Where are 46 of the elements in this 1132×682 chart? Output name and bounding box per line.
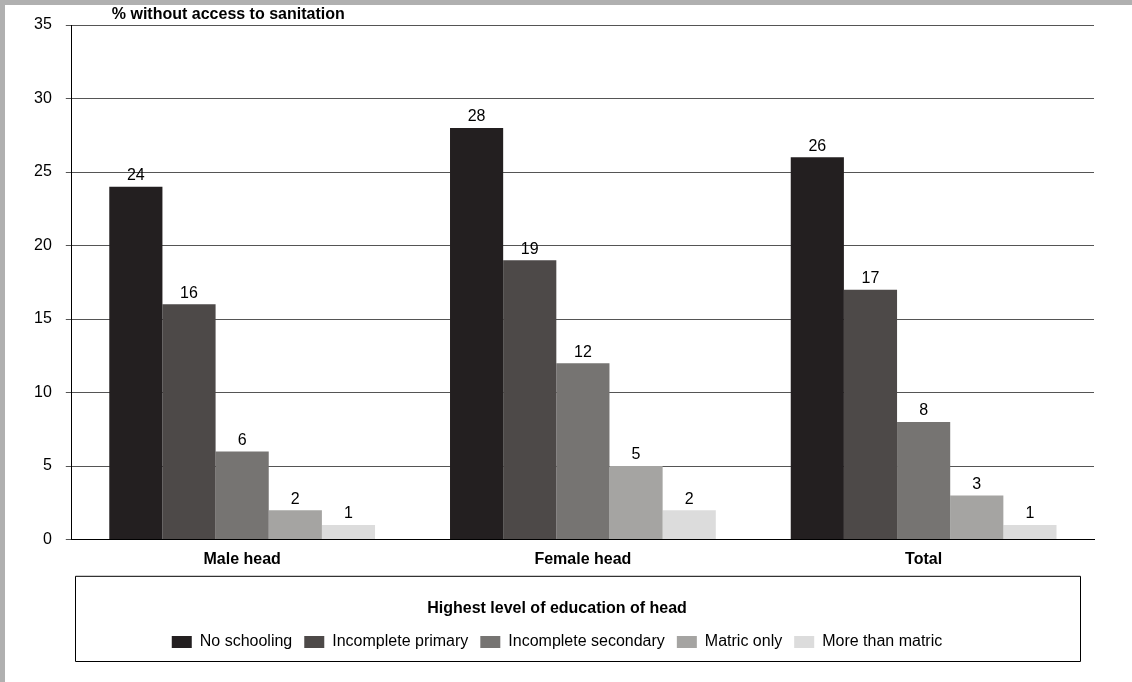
y-axis-title: % without access to sanitation bbox=[111, 5, 345, 23]
data-label: 2 bbox=[684, 489, 694, 507]
legend-label: Matric only bbox=[704, 632, 783, 650]
x-tick-label: Total bbox=[905, 549, 943, 567]
bar bbox=[790, 157, 844, 540]
bar bbox=[162, 304, 216, 540]
data-label: 2 bbox=[290, 489, 300, 507]
data-label: 1 bbox=[344, 504, 354, 522]
bar bbox=[268, 510, 322, 540]
bar bbox=[950, 495, 1004, 540]
data-label: 26 bbox=[808, 136, 827, 154]
y-tick-label: 0 bbox=[42, 530, 52, 548]
bar bbox=[609, 466, 663, 540]
y-tick-label: 5 bbox=[42, 456, 52, 474]
bar bbox=[450, 127, 504, 540]
data-label: 6 bbox=[237, 430, 247, 448]
bar bbox=[321, 524, 376, 540]
y-tick-label: 25 bbox=[34, 162, 52, 180]
legend-label: More than matric bbox=[822, 632, 943, 650]
legend-label: No schooling bbox=[199, 632, 293, 650]
y-tick-label: 10 bbox=[34, 382, 52, 400]
bar bbox=[1003, 524, 1057, 540]
data-label: 8 bbox=[919, 401, 929, 419]
data-label: 16 bbox=[180, 283, 199, 301]
y-tick-label: 30 bbox=[34, 88, 52, 106]
bar bbox=[897, 421, 951, 540]
data-label: 1 bbox=[1025, 504, 1035, 522]
y-tick-label: 15 bbox=[34, 309, 52, 327]
y-tick-label: 35 bbox=[34, 15, 52, 33]
bar bbox=[556, 363, 610, 540]
legend-title: Highest level of education of head bbox=[427, 599, 687, 617]
x-tick-label: Male head bbox=[203, 549, 281, 567]
data-label: 5 bbox=[631, 445, 641, 463]
bar bbox=[503, 260, 557, 540]
bar bbox=[109, 186, 163, 540]
x-tick-label: Female head bbox=[534, 549, 632, 567]
bar bbox=[662, 510, 716, 540]
y-tick-label: 20 bbox=[34, 235, 52, 253]
data-label: 28 bbox=[467, 107, 486, 125]
bar bbox=[215, 451, 269, 540]
data-label: 3 bbox=[972, 474, 982, 492]
legend-label: Incomplete secondary bbox=[508, 632, 665, 650]
data-label: 17 bbox=[861, 269, 880, 287]
legend-label: Incomplete primary bbox=[332, 632, 469, 650]
data-label: 12 bbox=[574, 342, 592, 360]
bar bbox=[843, 289, 898, 540]
